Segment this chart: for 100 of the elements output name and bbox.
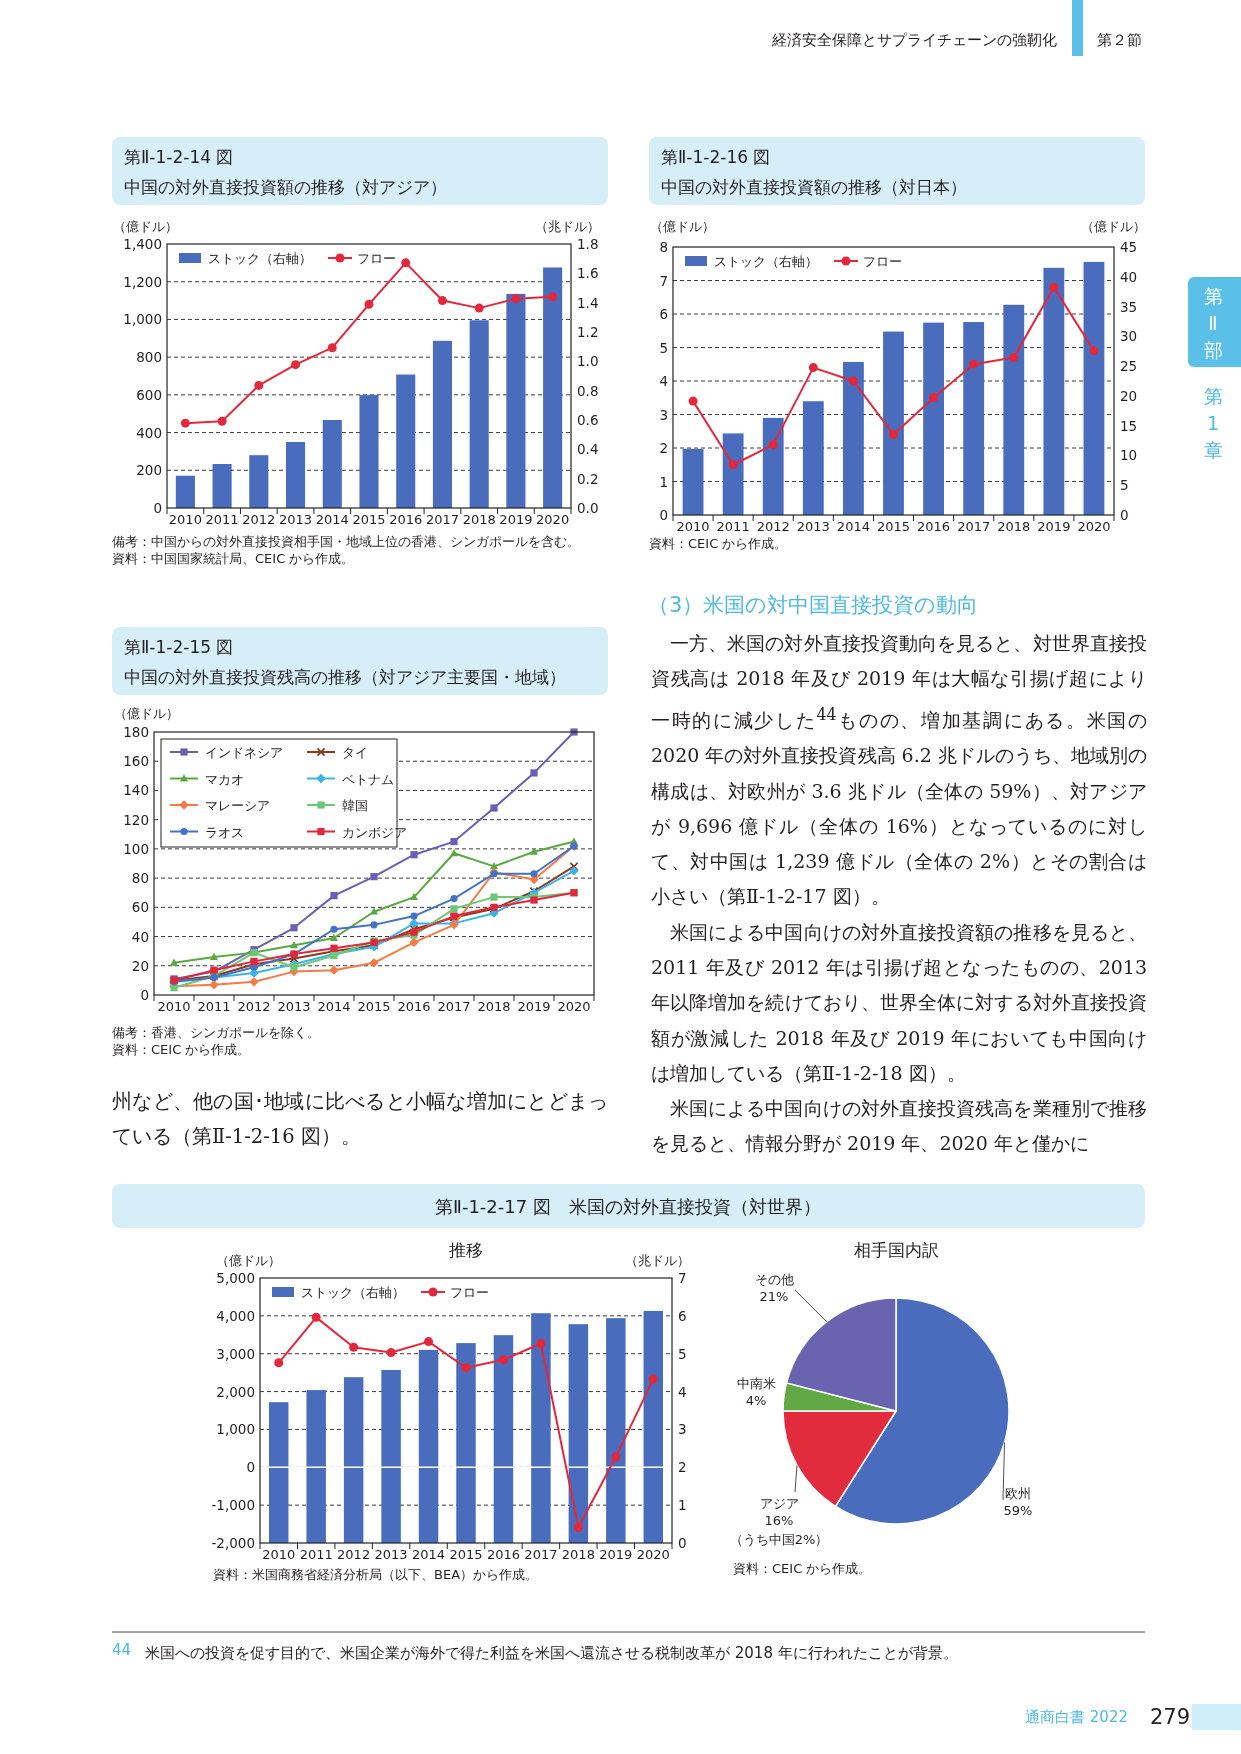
text: （3）米国の対中国直接投資の動向 (648, 592, 980, 619)
x-tick-label: 2017 (437, 999, 471, 1014)
x-tick-label: 2019 (1037, 519, 1071, 534)
y-tick-label: 1,200 (123, 273, 162, 290)
x-tick-label: 2017 (425, 512, 459, 527)
y-tick-label: 0 (140, 987, 149, 1003)
y2-axis-title: （兆ドル） (625, 1253, 690, 1268)
x-tick-label: 2020 (557, 999, 591, 1014)
y-tick-label: 200 (136, 462, 162, 479)
y2-tick-label: 0.4 (577, 441, 599, 458)
y2-tick-label: 0 (1120, 507, 1129, 523)
y-tick-label: 400 (136, 424, 162, 441)
legend-label: 韓国 (342, 798, 368, 813)
x-tick-label: 2012 (242, 512, 276, 527)
text: 資料：中国国家統計局、CEIC から作成。 (112, 550, 356, 567)
text: 備考：中国からの対外直接投資相手国・地域上位の香港、シンガポールを含む。 (112, 533, 581, 550)
chart-title: 第Ⅱ-1-2-15 図 (124, 637, 234, 657)
y-tick-label: -1,000 (211, 1497, 255, 1514)
x-tick-label: 2015 (876, 519, 911, 534)
x-tick-label: 2020 (1077, 519, 1111, 534)
slice-label: 中南米 (736, 1376, 776, 1391)
y-tick-label: 8 (659, 239, 668, 255)
y-tick-label: 40 (131, 928, 149, 945)
text: 備考：香港、シンガポールを除く。 (112, 1024, 321, 1041)
y2-tick-label: 3 (678, 1421, 687, 1438)
chart-subtitle: 中国の対外直接投資額の推移（対アジア） (124, 177, 447, 197)
legend-label: フロー (357, 251, 396, 266)
y-axis-title: （億ドル） (216, 1253, 281, 1268)
legend-label: フロー (863, 254, 902, 269)
legend-label: ストック（右軸） (714, 254, 818, 269)
x-tick-label: 2011 (205, 512, 239, 527)
text: 資料：米国商務省経済分析局（以下、BEA）から作成。 (213, 1566, 540, 1583)
legend-label: タイ (342, 745, 368, 760)
y2-tick-label: 1.6 (577, 265, 599, 282)
y-tick-label: 180 (123, 724, 149, 740)
chart-title: 相手国内訳 (853, 1240, 939, 1260)
y2-tick-label: 4 (678, 1383, 687, 1400)
y2-axis-title: （億ドル） (1081, 219, 1146, 234)
y-tick-label: 2 (659, 440, 668, 456)
x-tick-label: 2010 (262, 1547, 296, 1562)
text: 州など、他の国･地域に比べると小幅な増加にとどまっている（第Ⅱ-1-2-16 図）。 (112, 1089, 608, 1151)
legend-label: ストック（右軸） (208, 251, 312, 266)
slice-label: 欧州 (1005, 1486, 1031, 1501)
y2-tick-label: 1.0 (577, 353, 599, 370)
text: 資料：CEIC から作成。 (649, 535, 789, 552)
y-tick-label: 60 (131, 899, 149, 916)
y-tick-label: 0 (153, 500, 162, 516)
legend-label: ラオス (205, 824, 244, 840)
y2-tick-label: 1.8 (577, 236, 599, 252)
x-tick-label: 2013 (796, 519, 830, 534)
x-tick-label: 2013 (277, 999, 311, 1014)
text: 一方、米国の対外直接投資動向を見ると、対世界直接投資残高は 2018 年及び 2019 年は大幅な引揚げ超により一時的に減少した$^{44}$ものの、増加基調にある。米国の 2020 年の対外直接投資残高 6.2 兆ドルのうち、地域別の構成は、対欧州が 3.6 兆ドル（全体の 59%）、対アジアが 9,696 億ドル（全体の 16%）となっているのに対して、対中国は 1,239 億ドル（全体の 2%）とその割合は小さい（第Ⅱ-1-2-17 図）。 (651, 632, 1148, 908)
x-tick-label: 2010 (157, 999, 191, 1014)
y2-tick-label: 15 (1120, 417, 1138, 434)
text: 米国による中国向けの対外直接投資残高を業種別で推移を見ると、情報分野が 2019 年、2020 年と僅かに (651, 1096, 1147, 1157)
x-tick-label: 2016 (917, 519, 951, 534)
y-tick-label: 4 (659, 373, 668, 389)
legend-label: マカオ (205, 771, 244, 787)
y-tick-label: 2,000 (216, 1383, 255, 1400)
slice-label: アジア (759, 1496, 799, 1511)
chart-subtitle: 中国の対外直接投資額の推移（対日本） (661, 177, 967, 197)
y2-axis-title: （兆ドル） (535, 219, 600, 234)
y-tick-label: 3,000 (216, 1345, 255, 1362)
y-tick-label: 20 (131, 957, 149, 974)
x-tick-label: 2016 (397, 999, 431, 1014)
x-tick-label: 2019 (499, 512, 533, 527)
text: 資料：CEIC から作成。 (733, 1560, 873, 1577)
x-tick-label: 2010 (676, 519, 710, 534)
y-tick-label: 1,000 (216, 1421, 255, 1438)
text: 第Ⅱ部 (1203, 284, 1223, 363)
text: 資料：CEIC から作成。 (112, 1041, 252, 1058)
y2-tick-label: 2 (678, 1459, 687, 1476)
legend-label: ベトナム (342, 771, 394, 787)
x-tick-label: 2020 (636, 1547, 670, 1562)
text: 米国への投資を促す目的で、米国企業が海外で得た利益を米国へ還流させる税制改革が 2018 年に行われたことが背景。 (145, 1643, 959, 1664)
data-label: 4% (745, 1393, 767, 1408)
x-tick-label: 2016 (486, 1547, 520, 1562)
x-tick-label: 2018 (462, 512, 496, 527)
x-tick-label: 2013 (279, 512, 313, 527)
y-tick-label: 7 (659, 272, 668, 289)
legend-label: ストック（右軸） (301, 1285, 405, 1300)
chart-title: 推移 (449, 1240, 483, 1260)
y2-tick-label: 6 (678, 1307, 687, 1324)
y2-tick-label: 0.6 (577, 412, 599, 428)
y-axis-title: （億ドル） (113, 219, 178, 234)
x-tick-label: 2014 (836, 519, 870, 534)
x-tick-label: 2013 (374, 1547, 408, 1562)
y2-tick-label: 20 (1120, 387, 1138, 404)
data-label: 59% (1003, 1503, 1033, 1518)
y2-tick-label: 0.0 (577, 500, 599, 516)
x-tick-label: 2014 (315, 512, 349, 527)
x-tick-label: 2015 (352, 512, 386, 527)
y-tick-label: 600 (136, 386, 162, 403)
y-axis-title: （億ドル） (114, 706, 179, 721)
text: 通商白書 2022 (1025, 1708, 1128, 1726)
x-tick-label: 2014 (412, 1547, 446, 1562)
y-tick-label: 6 (659, 306, 668, 322)
x-tick-label: 2018 (477, 999, 511, 1014)
x-tick-label: 2015 (357, 999, 391, 1014)
y2-tick-label: 10 (1120, 447, 1138, 464)
